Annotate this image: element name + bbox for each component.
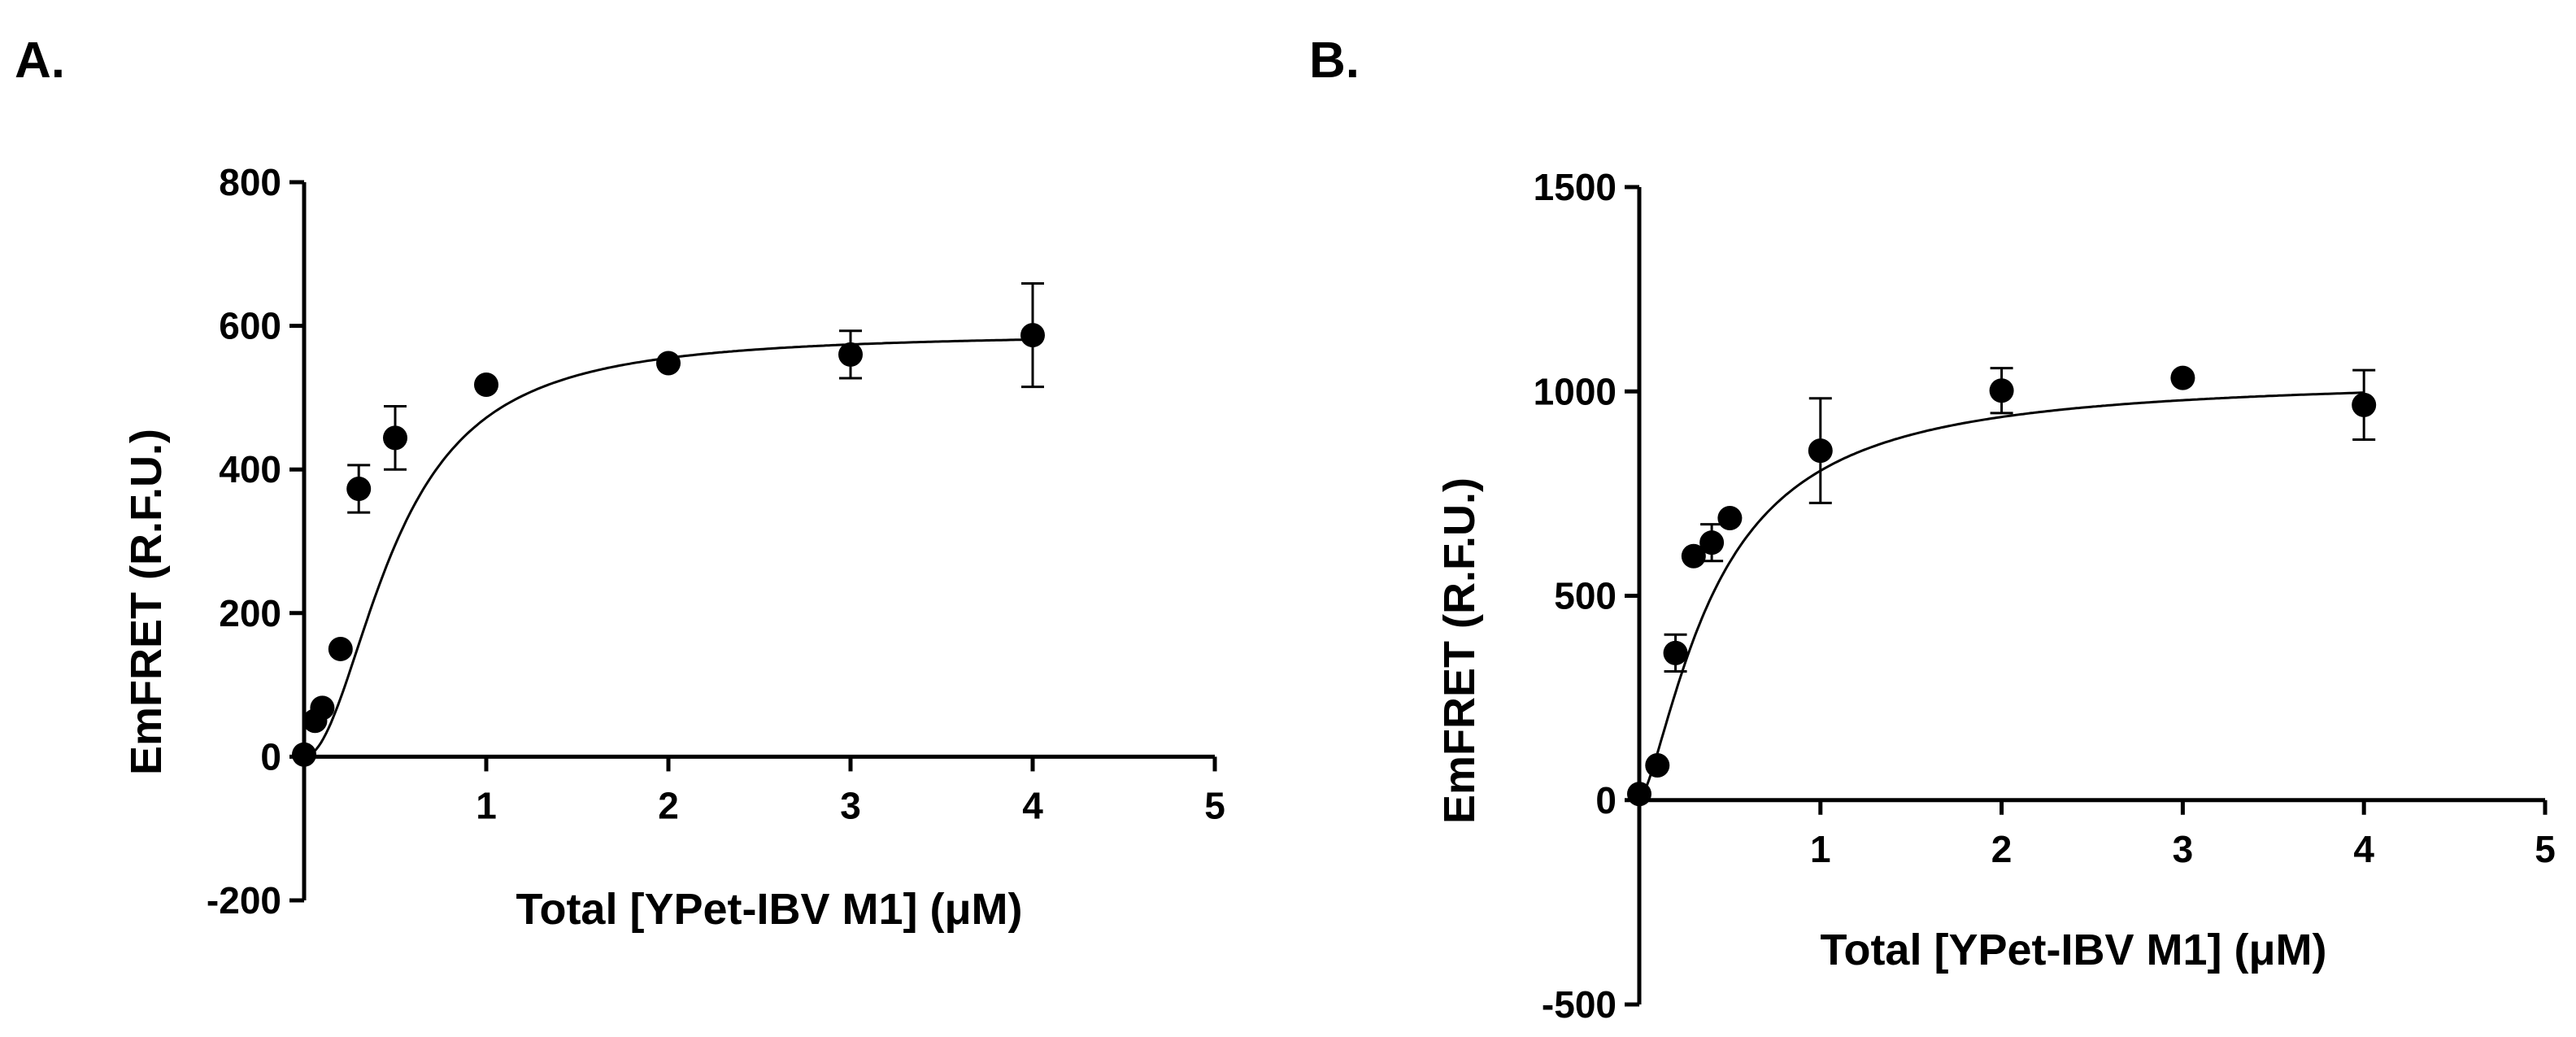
y-tick-label-a: 200 [219,592,281,634]
y-axis-title-b: EmFRET (R.F.U.) [1435,477,1484,824]
data-point-b [1663,640,1688,665]
y-axis-title-a: EmFRET (R.F.U.) [122,429,171,775]
fit-curve-b [1638,391,2365,801]
fit-curve-a [303,338,1033,758]
data-point-a [656,351,681,376]
x-tick-label-a: 3 [840,784,861,826]
chart-a: A. -200 0 200 400 600 800 1 2 3 4 5 Total [YPet-IB… [15,33,1225,934]
panel-b: B. -500 0 500 1000 1500 1 2 3 4 5 Total [YPet-IBV… [1285,0,2576,1033]
chart-b: B. -500 0 500 1000 1500 1 2 3 4 5 Total [YPet-IBV… [1309,33,2556,1026]
data-point-a [328,636,353,661]
x-tick-label-b: 5 [2535,828,2556,870]
y-tick-label-b: -500 [1542,983,1617,1026]
x-tick-label-a: 2 [658,784,679,826]
y-tick-label-a: 400 [219,448,281,490]
data-point-b [1681,543,1706,569]
y-tick-label-a: 800 [219,161,281,203]
data-point-a [310,695,335,721]
y-tick-label-a: 600 [219,305,281,347]
data-point-a [474,373,498,398]
data-point-b [1808,438,1833,464]
data-point-b [2352,392,2377,417]
x-axis-title-b: Total [YPet-IBV M1] (μM) [1820,926,2326,974]
y-tick-label-b: 0 [1595,779,1617,821]
x-tick-label-b: 2 [1991,828,2012,870]
x-axis-title-a: Total [YPet-IBV M1] (μM) [516,885,1022,934]
data-point-a [838,342,863,367]
x-tick-label-b: 4 [2353,828,2374,870]
data-point-b [1699,530,1725,556]
panel-letter-b: B. [1309,33,1360,89]
y-tick-label-a: 0 [260,735,281,778]
data-point-a [346,477,372,502]
x-tick-label-b: 1 [1810,828,1831,870]
x-tick-label-b: 3 [2173,828,2194,870]
y-tick-label-b: 1500 [1534,166,1617,208]
panel-letter-a: A. [15,33,65,89]
data-point-b [1627,782,1651,807]
y-tick-label-b: 500 [1554,575,1617,617]
x-tick-label-a: 5 [1204,784,1225,826]
data-point-b [1645,753,1670,778]
x-tick-label-a: 4 [1022,784,1043,826]
data-point-a [292,742,316,767]
y-tick-label-b: 1000 [1534,370,1617,412]
y-tick-label-a: -200 [207,879,281,922]
data-point-a [383,425,407,451]
data-point-b [1717,506,1743,531]
data-point-a [1020,323,1045,348]
x-tick-label-a: 1 [476,784,497,826]
data-point-b [2170,365,2195,390]
data-point-b [1989,378,2014,403]
panel-a: A. -200 0 200 400 600 800 1 2 3 4 5 Total [YPet-IB… [0,0,1285,1033]
